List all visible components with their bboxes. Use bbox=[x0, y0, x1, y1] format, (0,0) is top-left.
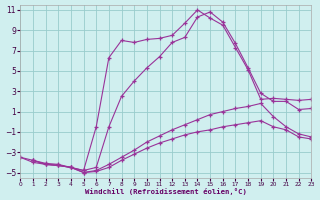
X-axis label: Windchill (Refroidissement éolien,°C): Windchill (Refroidissement éolien,°C) bbox=[85, 188, 247, 195]
